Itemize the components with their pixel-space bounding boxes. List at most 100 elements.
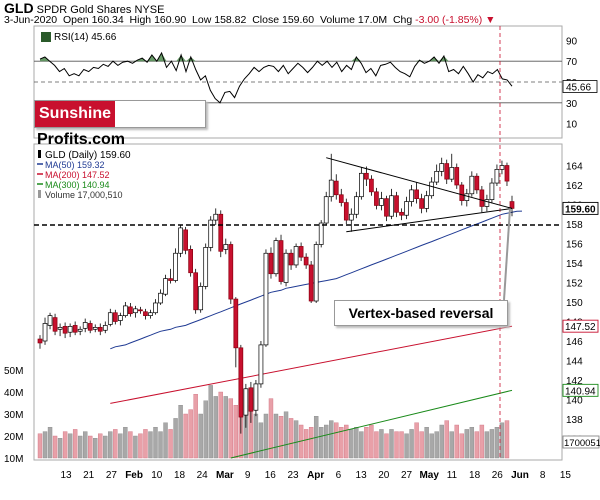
candle-body xyxy=(338,194,344,203)
candle-body xyxy=(112,312,118,322)
candle xyxy=(193,268,199,314)
candle xyxy=(223,238,229,255)
volume-bar xyxy=(399,431,404,459)
security-name: SPDR Gold Shares xyxy=(36,4,132,16)
volume-bar xyxy=(133,435,138,459)
candle xyxy=(253,380,259,417)
candle-body xyxy=(504,165,510,182)
candle-body xyxy=(268,252,274,275)
candle-body xyxy=(253,383,259,411)
candle xyxy=(213,208,219,225)
candle xyxy=(163,274,168,297)
candle xyxy=(303,253,309,269)
candle xyxy=(263,249,269,347)
close-value: 159.60 xyxy=(281,14,315,26)
candle-body xyxy=(384,198,389,217)
candle xyxy=(364,166,369,186)
candle xyxy=(107,308,113,327)
candle-body xyxy=(459,184,465,201)
candle-body xyxy=(87,323,93,331)
candle-body xyxy=(183,229,188,251)
candle-body xyxy=(343,202,349,221)
candle-body xyxy=(374,191,379,206)
candle-body xyxy=(414,189,419,199)
volume-bar xyxy=(268,398,274,459)
candle-body xyxy=(278,240,284,282)
triangle-upper-line xyxy=(326,157,513,209)
candle-body xyxy=(72,325,78,333)
volume-bar xyxy=(183,413,188,459)
volume-bar xyxy=(153,427,158,459)
candle xyxy=(429,177,435,199)
volume-bar xyxy=(464,429,470,459)
candle-body xyxy=(293,246,299,266)
candle xyxy=(293,243,299,268)
candle xyxy=(173,248,178,283)
volume-bar xyxy=(163,422,168,459)
price-tag-label: 140.94 xyxy=(565,386,596,397)
price-tag-label: 159.60 xyxy=(565,204,596,215)
vol-tick-20m: 20M xyxy=(4,432,23,443)
vol-tick-50m: 50M xyxy=(4,366,23,377)
candle-body xyxy=(419,198,424,209)
volume-bar xyxy=(288,418,294,459)
candle xyxy=(313,241,319,303)
candle xyxy=(308,261,314,303)
candle xyxy=(323,191,329,225)
volume-bar xyxy=(444,420,449,459)
volume-bar xyxy=(334,422,339,459)
candle-body xyxy=(429,181,435,197)
candlesticks xyxy=(37,153,515,434)
volume-bar xyxy=(113,429,118,459)
candle-body xyxy=(143,311,148,317)
price-tag: 147.52 xyxy=(562,319,599,333)
x-tick-label: 9 xyxy=(245,470,251,481)
candle-body xyxy=(218,213,224,252)
candle-body xyxy=(333,180,339,196)
candle-body xyxy=(82,322,88,329)
volume-bar xyxy=(82,431,88,459)
candle xyxy=(489,178,495,204)
candle xyxy=(479,185,485,213)
volume-bar xyxy=(354,427,359,459)
x-tick-label: 18 xyxy=(469,470,481,481)
volume-bar xyxy=(203,400,208,459)
candle-body xyxy=(178,227,183,254)
candle-body xyxy=(273,240,279,275)
candle xyxy=(389,188,394,220)
candle xyxy=(404,196,409,220)
candle xyxy=(298,242,304,262)
volume-bar xyxy=(143,429,148,459)
candle xyxy=(353,191,359,219)
volume-bar xyxy=(369,424,374,459)
price-tick-label: 150 xyxy=(566,298,583,309)
candle xyxy=(338,188,344,207)
ma200-line xyxy=(110,325,513,404)
low-value: 158.82 xyxy=(214,14,247,26)
candle-body xyxy=(37,338,43,344)
rsi-tick-label: 30 xyxy=(566,99,578,110)
overlay-lines xyxy=(34,26,562,460)
candle-body xyxy=(454,167,460,186)
volume-bar xyxy=(394,431,399,459)
volume-bar xyxy=(128,431,133,459)
watermark-part2: Profits.com xyxy=(37,131,126,148)
candle-body xyxy=(303,256,309,266)
candle xyxy=(153,299,158,315)
rsi-line xyxy=(39,51,513,104)
volume-bar xyxy=(454,424,459,459)
legend-entry: MA(50) 159.32 xyxy=(45,160,105,170)
candle xyxy=(278,234,284,285)
volume-bar xyxy=(148,431,153,459)
candle-body xyxy=(67,326,73,333)
candle-body xyxy=(489,182,495,200)
volume-bar xyxy=(318,427,324,459)
candle-body xyxy=(102,325,108,331)
candle-body xyxy=(328,179,334,198)
volume-bar xyxy=(103,435,108,459)
candle xyxy=(343,198,349,224)
candle-body xyxy=(92,327,98,330)
candle xyxy=(238,344,244,434)
volume-bar xyxy=(419,431,424,459)
ticker-symbol: GLD xyxy=(4,0,34,16)
